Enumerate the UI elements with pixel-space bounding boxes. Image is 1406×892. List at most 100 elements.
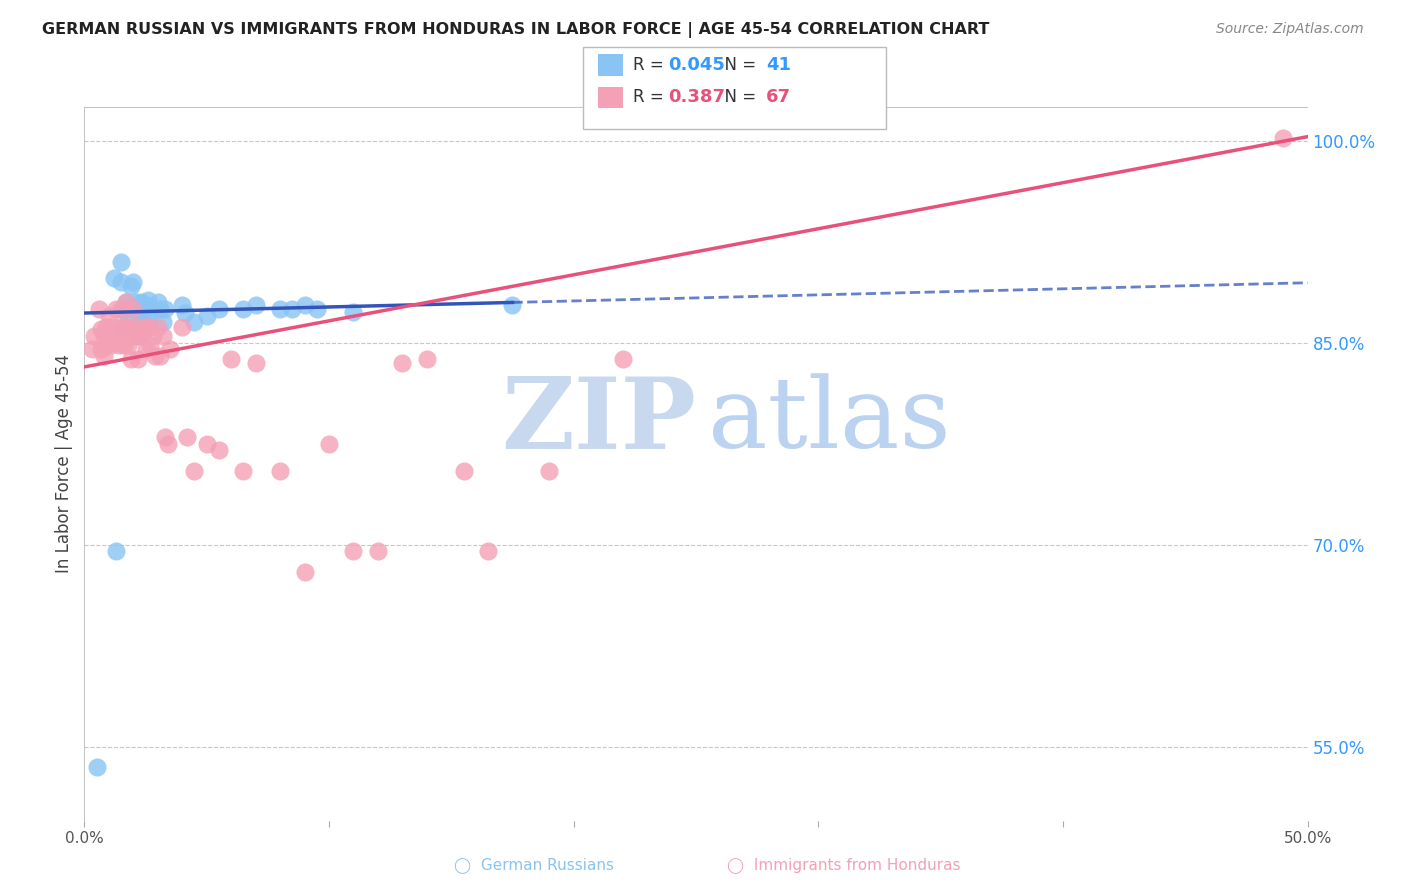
Point: [294, 298, 316, 312]
Point: [156, 436, 179, 450]
Point: [172, 298, 194, 312]
Point: [110, 301, 132, 316]
Text: R =: R =: [633, 88, 669, 106]
Point: [105, 301, 128, 316]
Text: 0.045: 0.045: [668, 56, 724, 74]
Point: [125, 319, 148, 334]
Point: [195, 436, 218, 450]
Point: [105, 544, 128, 558]
Text: GERMAN RUSSIAN VS IMMIGRANTS FROM HONDURAS IN LABOR FORCE | AGE 45-54 CORRELATIO: GERMAN RUSSIAN VS IMMIGRANTS FROM HONDUR…: [42, 22, 990, 38]
Point: [136, 319, 159, 334]
Point: [318, 436, 340, 450]
Point: [122, 301, 145, 316]
Point: [245, 298, 267, 312]
Point: [90, 322, 112, 336]
Point: [129, 309, 152, 323]
Point: [146, 319, 169, 334]
Point: [86, 760, 108, 774]
Y-axis label: In Labor Force | Age 45-54: In Labor Force | Age 45-54: [55, 354, 73, 574]
Point: [107, 319, 129, 334]
Point: [183, 464, 205, 478]
Point: [80, 343, 103, 357]
Point: [115, 295, 138, 310]
Point: [96, 338, 118, 352]
Point: [172, 319, 194, 334]
Point: [294, 565, 316, 579]
Point: [173, 306, 195, 320]
Point: [281, 301, 304, 316]
Point: [127, 301, 149, 316]
Point: [97, 333, 120, 347]
Point: [195, 309, 218, 323]
Point: [135, 298, 157, 312]
Point: [142, 329, 165, 343]
Point: [93, 349, 115, 363]
Point: [416, 351, 439, 366]
Point: [149, 349, 172, 363]
Point: [149, 301, 172, 316]
Point: [117, 338, 139, 352]
Point: [87, 301, 110, 316]
Point: [120, 329, 142, 343]
Point: [120, 351, 142, 366]
Point: [125, 319, 148, 334]
Text: ◯  German Russians: ◯ German Russians: [454, 857, 614, 873]
Point: [139, 338, 162, 352]
Point: [112, 338, 135, 352]
Point: [103, 329, 125, 343]
Point: [125, 295, 148, 310]
Point: [120, 279, 142, 293]
Point: [245, 356, 267, 370]
Point: [146, 295, 169, 310]
Text: atlas: atlas: [709, 373, 950, 469]
Text: ◯  Immigrants from Honduras: ◯ Immigrants from Honduras: [727, 857, 960, 873]
Point: [367, 544, 389, 558]
Point: [117, 309, 139, 323]
Point: [110, 275, 132, 289]
Point: [208, 301, 231, 316]
Point: [112, 319, 135, 334]
Point: [115, 295, 138, 310]
Point: [112, 319, 135, 334]
Point: [342, 304, 364, 318]
Point: [115, 319, 138, 334]
Point: [93, 329, 115, 343]
Point: [269, 464, 291, 478]
Point: [391, 356, 413, 370]
Point: [100, 319, 122, 334]
Point: [117, 319, 139, 334]
Point: [97, 309, 120, 323]
Point: [122, 301, 145, 316]
Point: [143, 349, 166, 363]
Point: [152, 329, 174, 343]
Text: 41: 41: [766, 56, 792, 74]
Point: [153, 301, 176, 316]
Point: [176, 430, 198, 444]
Point: [219, 351, 242, 366]
Text: Source: ZipAtlas.com: Source: ZipAtlas.com: [1216, 22, 1364, 37]
Point: [477, 544, 499, 558]
Point: [112, 301, 135, 316]
Point: [127, 351, 149, 366]
Point: [135, 343, 157, 357]
Point: [127, 329, 149, 343]
Point: [1272, 131, 1295, 145]
Point: [208, 443, 231, 458]
Point: [342, 544, 364, 558]
Point: [305, 301, 328, 316]
Point: [453, 464, 475, 478]
Point: [153, 430, 176, 444]
Text: 67: 67: [766, 88, 792, 106]
Point: [110, 329, 132, 343]
Point: [502, 298, 524, 312]
Point: [96, 319, 118, 334]
Point: [122, 329, 145, 343]
Point: [103, 271, 125, 285]
Point: [135, 322, 157, 336]
Point: [132, 316, 155, 330]
Point: [159, 343, 181, 357]
Text: 0.387: 0.387: [668, 88, 725, 106]
Point: [132, 325, 155, 339]
Point: [139, 311, 162, 326]
Text: ZIP: ZIP: [501, 373, 696, 469]
